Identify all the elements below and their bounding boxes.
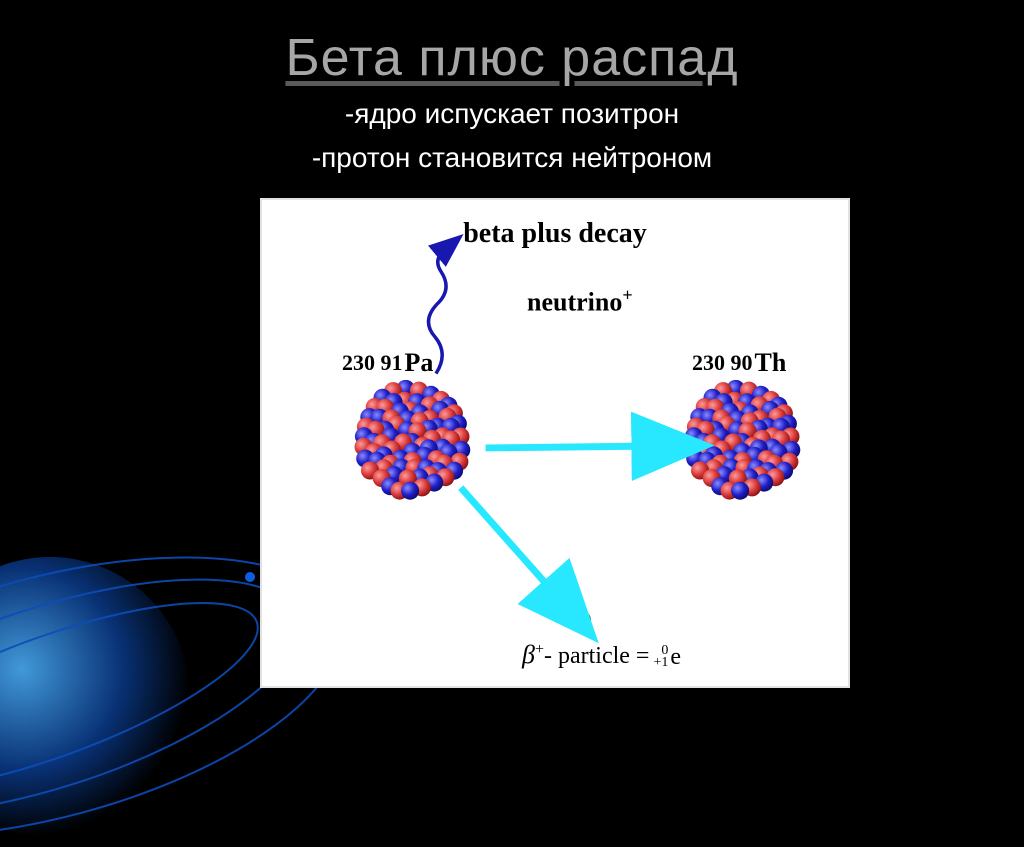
parent-isotope-label: 230 91 Pa [342,348,433,378]
daughter-atomic-number: 90 [731,350,753,375]
parent-mass-number: 230 [342,350,375,375]
beta-superscript: + [535,641,544,658]
beta-eq-symbol: e [670,644,681,670]
neutrino-text: neutrino [527,288,622,317]
beta-eq-charge: +1 [653,655,668,670]
daughter-isotope-label: 230 90 Th [692,348,786,378]
neutrino-label: neutrino+ [527,285,633,318]
slide-subtitle-2: -протон становится нейтроном [0,140,1024,176]
beta-particle-text: - particle = [544,643,649,669]
parent-nucleus [352,380,472,500]
daughter-nucleus [682,380,802,500]
neutrino-superscript: + [622,285,632,305]
decay-arrow [486,446,660,448]
slide-title: Бета плюс распад [0,28,1024,88]
parent-atomic-number: 91 [381,350,403,375]
parent-element-symbol: Pa [405,348,434,377]
diagram-title: beta plus decay [262,218,848,250]
slide-subtitle-1: -ядро испускает позитрон [0,96,1024,132]
slide-title-block: Бета плюс распад -ядро испускает позитро… [0,28,1024,177]
beta-emission-arrow [461,488,562,602]
positron-particle [572,610,592,630]
daughter-element-symbol: Th [755,348,787,377]
beta-symbol: β [522,640,535,669]
daughter-mass-number: 230 [692,350,725,375]
decay-diagram-panel: beta plus decay neutrino+ 230 91 Pa 230 … [260,198,850,688]
beta-particle-caption: β+- particle =0+1e [522,640,681,671]
